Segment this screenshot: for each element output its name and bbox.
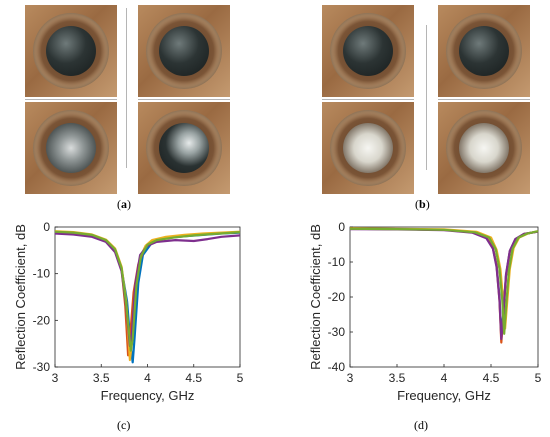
- panel-label-a: (a): [117, 197, 131, 211]
- panel-label-b: (b): [415, 197, 430, 211]
- divider-a-left: [25, 99, 117, 100]
- x-tick-label: 3: [347, 371, 354, 385]
- x-tick-label: 4: [441, 371, 448, 385]
- divider-b-vertical: [426, 25, 427, 170]
- divider-b-right: [438, 99, 530, 100]
- y-tick-label: 0: [338, 222, 345, 234]
- x-tick-label: 3.5: [389, 371, 406, 385]
- photo-b-top-right: [438, 5, 530, 97]
- x-tick-label: 3: [52, 371, 59, 385]
- series-line-4: [54, 232, 241, 348]
- y-tick-label: -20: [328, 290, 346, 304]
- x-tick-label: 4.5: [185, 371, 202, 385]
- y-tick-label: -30: [328, 325, 346, 339]
- divider-a-right: [138, 99, 230, 100]
- plot-area: [349, 226, 539, 368]
- series-line-5: [54, 230, 241, 352]
- chart-c: 3 3.5 4 4.5 5 0 -10 -20 -30 Frequency, GHz Reflect…: [13, 222, 244, 403]
- photo-a-bottom-left: [25, 102, 117, 194]
- photo-a-top-left: [25, 5, 117, 97]
- x-axis-label: Frequency, GHz: [101, 388, 195, 403]
- x-tick-label: 5: [535, 371, 542, 385]
- divider-a-vertical: [126, 8, 127, 168]
- y-tick-label: -40: [328, 360, 346, 374]
- y-axis-label: Reflection Coefficient, dB: [13, 224, 28, 370]
- x-axis-label: Frequency, GHz: [397, 388, 491, 403]
- y-tick-label: -10: [328, 255, 346, 269]
- divider-b-left: [322, 99, 414, 100]
- y-tick-label: -10: [33, 267, 51, 281]
- photo-b-bottom-left: [322, 102, 414, 194]
- x-tick-label: 3.5: [93, 371, 110, 385]
- y-tick-label: -30: [33, 360, 51, 374]
- photo-panel-a: [0, 0, 255, 200]
- y-axis-label: Reflection Coefficient, dB: [308, 224, 323, 370]
- series-line-5: [349, 227, 539, 335]
- chart-d: 3 3.5 4 4.5 5 0 -10 -20 -30 -40 Frequency, GHz Refl…: [308, 222, 542, 403]
- x-tick-label: 4.5: [483, 371, 500, 385]
- photo-b-top-left: [322, 5, 414, 97]
- x-tick-label: 5: [237, 371, 244, 385]
- y-tick-label: -20: [33, 313, 51, 327]
- photo-b-bottom-right: [438, 102, 530, 194]
- panel-label-d: (d): [414, 418, 428, 432]
- panel-label-c: (c): [117, 418, 131, 432]
- photo-a-top-right: [138, 5, 230, 97]
- y-tick-label: 0: [43, 222, 50, 234]
- x-tick-label: 4: [144, 371, 151, 385]
- photo-a-bottom-right: [138, 102, 230, 194]
- photo-panel-b: [300, 0, 550, 200]
